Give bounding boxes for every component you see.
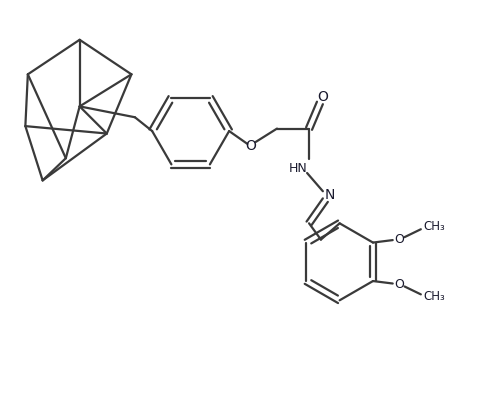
Text: CH₃: CH₃	[424, 290, 445, 303]
Text: N: N	[325, 188, 335, 202]
Text: HN: HN	[289, 162, 307, 175]
Text: O: O	[395, 233, 404, 246]
Text: O: O	[245, 139, 256, 153]
Text: O: O	[395, 278, 404, 291]
Text: O: O	[317, 90, 328, 104]
Text: CH₃: CH₃	[424, 220, 445, 233]
